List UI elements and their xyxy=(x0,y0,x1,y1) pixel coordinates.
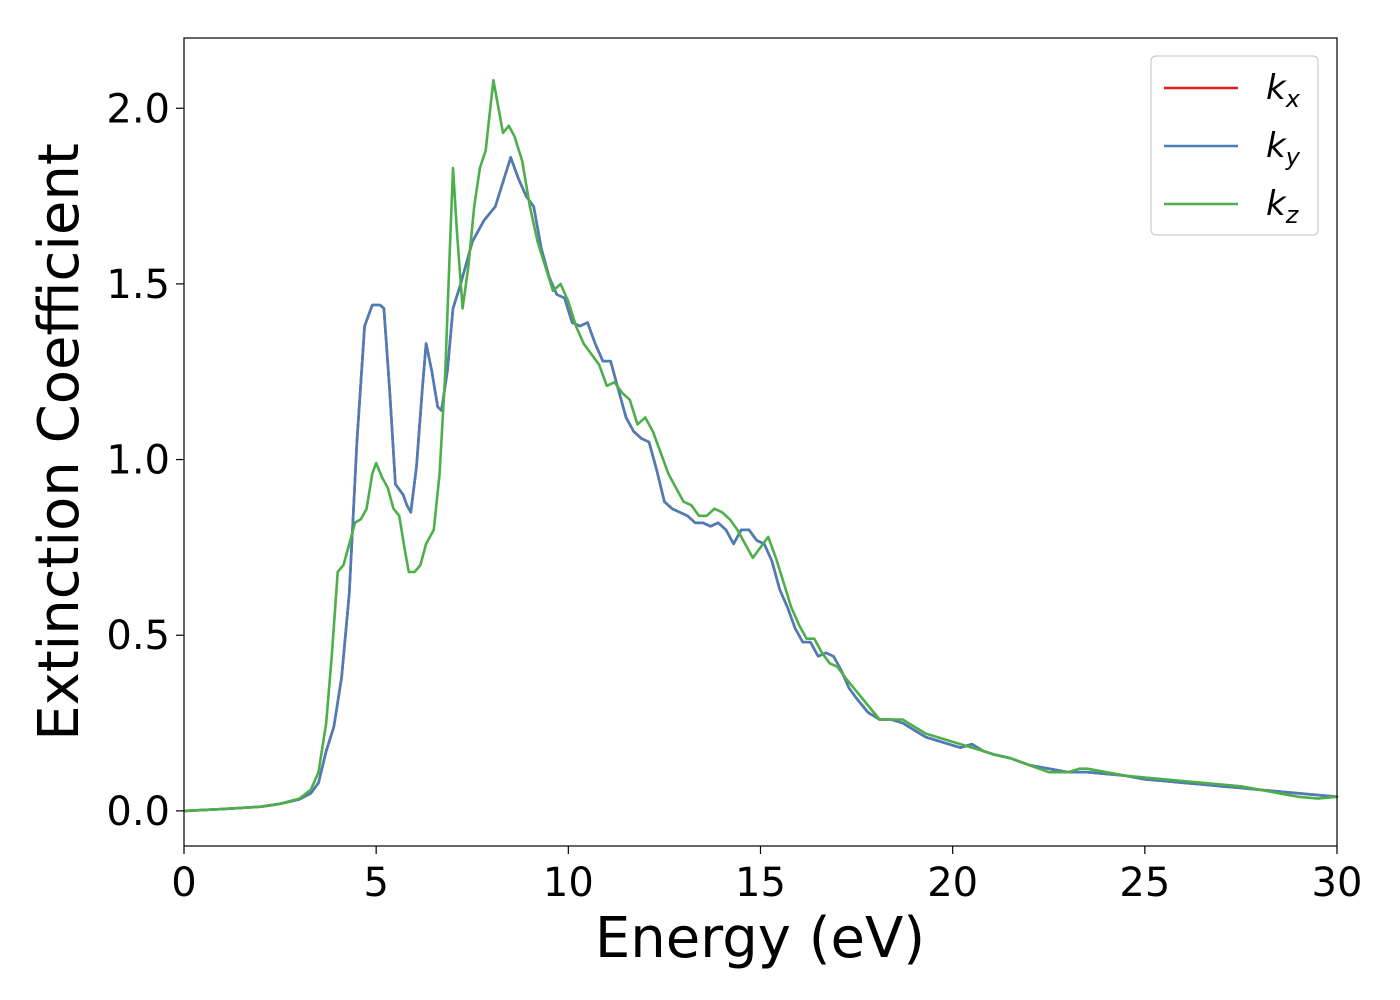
y-tick-label: 2.0 xyxy=(106,86,170,132)
legend-label-x: kx xyxy=(1266,68,1301,113)
x-tick-label: 5 xyxy=(363,860,388,906)
x-tick-label: 25 xyxy=(1119,860,1170,906)
y-tick-label: 0.0 xyxy=(106,789,170,835)
legend: kx ky kz xyxy=(1150,55,1319,236)
series-line-z xyxy=(182,78,1339,813)
x-tick-label: 10 xyxy=(543,860,594,906)
plot-lines xyxy=(182,78,1339,813)
legend-label-y: ky xyxy=(1266,126,1301,171)
y-tick-label: 1.0 xyxy=(106,438,170,484)
x-axis-title: Energy (eV) xyxy=(595,906,925,971)
x-tick-label: 0 xyxy=(171,860,196,906)
x-tick-label: 15 xyxy=(735,860,786,906)
y-axis-title: Extinction Coefficient xyxy=(27,143,92,741)
y-tick-label: 0.5 xyxy=(106,613,170,659)
x-axis: 0 5 10 15 20 25 30 xyxy=(171,846,1362,906)
x-tick-label: 30 xyxy=(1312,860,1363,906)
y-axis: 0.0 0.5 1.0 1.5 2.0 xyxy=(106,86,184,835)
y-tick-label: 1.5 xyxy=(106,262,170,308)
x-tick-label: 20 xyxy=(927,860,978,906)
legend-label-z: kz xyxy=(1266,184,1300,229)
